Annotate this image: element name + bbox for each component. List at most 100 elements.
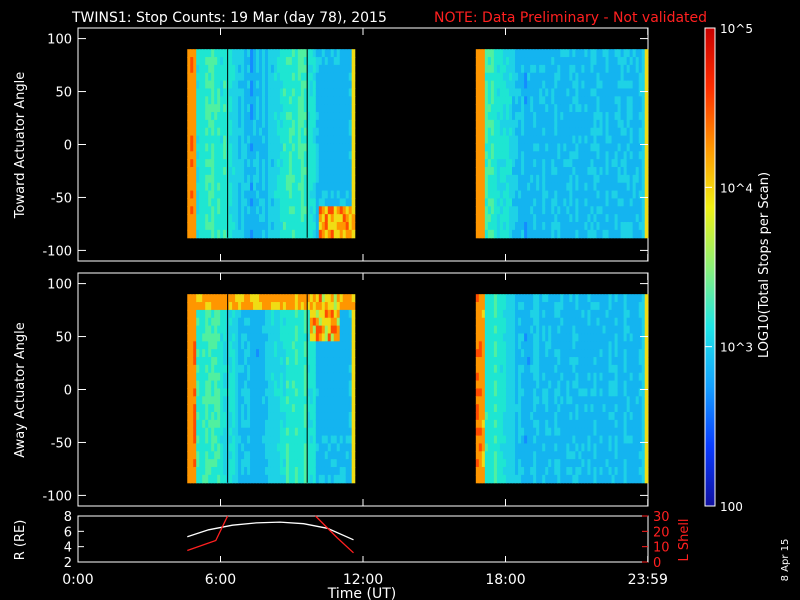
heatmap-cell: [259, 427, 263, 437]
heatmap-cell: [563, 309, 567, 319]
heatmap-cell: [211, 451, 215, 460]
heatmap-cell: [324, 396, 329, 405]
heatmap-cell: [620, 80, 625, 90]
heatmap-cell: [264, 302, 269, 311]
heatmap-cell: [333, 325, 338, 335]
heatmap-cell: [545, 474, 549, 484]
heatmap-cell: [211, 412, 215, 421]
heatmap-cell: [581, 135, 586, 145]
heatmap-cell: [297, 119, 302, 129]
heatmap-cell: [235, 427, 239, 437]
heatmap-cell: [487, 214, 492, 223]
heatmap-cell: [270, 443, 275, 452]
heatmap-cell: [536, 167, 540, 176]
heatmap-cell: [635, 206, 640, 215]
heatmap-cell: [190, 64, 194, 74]
heatmap-cell: [318, 396, 323, 405]
heatmap-cell: [512, 302, 516, 311]
heatmap-cell: [490, 206, 495, 215]
heatmap-cell: [572, 221, 576, 231]
heatmap-cell: [315, 151, 320, 160]
heatmap-cell: [220, 112, 224, 121]
heatmap-cell: [560, 404, 564, 413]
heatmap-cell: [638, 159, 643, 168]
heatmap-cell: [508, 221, 513, 231]
heatmap-cell: [548, 466, 552, 476]
heatmap-cell: [264, 57, 269, 66]
heatmap-cell: [518, 451, 522, 460]
heatmap-cell: [190, 451, 194, 460]
heatmap-cell: [351, 459, 356, 468]
heatmap-cell: [545, 396, 549, 405]
heatmap-cell: [288, 325, 293, 335]
heatmap-cell: [324, 221, 329, 231]
heatmap-cell: [605, 229, 610, 239]
heatmap-cell: [593, 159, 598, 168]
heatmap-cell: [508, 167, 513, 176]
heatmap-cell: [623, 229, 628, 239]
heatmap-cell: [348, 49, 353, 58]
heatmap-cell: [288, 198, 293, 207]
heatmap-cell: [339, 404, 344, 413]
heatmap-cell: [300, 127, 305, 137]
heatmap-cell: [232, 325, 236, 335]
heatmap-cell: [294, 80, 299, 90]
heatmap-cell: [238, 190, 242, 200]
heatmap-cell: [333, 135, 338, 145]
heatmap-cell: [217, 474, 221, 484]
heatmap-cell: [256, 419, 260, 429]
heatmap-cell: [315, 404, 320, 413]
heatmap-cell: [276, 49, 281, 58]
heatmap-cell: [345, 64, 350, 74]
heatmap-cell: [208, 174, 212, 184]
heatmap-cell: [211, 49, 215, 58]
heatmap-cell: [199, 341, 203, 350]
heatmap-cell: [490, 112, 495, 121]
heatmap-cell: [475, 302, 480, 311]
heatmap-cell: [584, 167, 589, 176]
heatmap-cell: [282, 143, 287, 152]
heatmap-cell: [256, 317, 260, 327]
heatmap-cell: [250, 302, 254, 311]
heatmap-cell: [548, 159, 552, 168]
heatmap-cell: [303, 459, 308, 468]
heatmap-cell: [339, 427, 344, 437]
heatmap-cell: [294, 104, 299, 113]
heatmap-cell: [220, 119, 224, 129]
heatmap-cell: [581, 49, 586, 58]
heatmap-cell: [264, 349, 269, 358]
heatmap-cell: [593, 49, 598, 58]
heatmap-cell: [276, 325, 281, 335]
heatmap-cell: [536, 119, 540, 129]
heatmap-cell: [614, 49, 619, 58]
heatmap-cell: [614, 182, 619, 192]
heatmap-cell: [187, 349, 191, 358]
heatmap-cell: [548, 380, 552, 390]
heatmap-cell: [530, 159, 534, 168]
heatmap-cell: [542, 159, 546, 168]
heatmap-cell: [548, 174, 552, 184]
heatmap-cell: [223, 119, 227, 129]
heatmap-cell: [309, 412, 314, 421]
heatmap-cell: [496, 419, 501, 429]
heatmap-cell: [223, 451, 227, 460]
heatmap-cell: [569, 364, 573, 374]
heatmap-cell: [539, 466, 543, 476]
heatmap-cell: [187, 404, 191, 413]
heatmap-cell: [590, 49, 595, 58]
heatmap-cell: [211, 357, 215, 366]
heatmap-cell: [623, 206, 628, 215]
heatmap-cell: [499, 466, 504, 476]
heatmap-cell: [279, 119, 284, 129]
heatmap-cell: [336, 127, 341, 137]
heatmap-cell: [542, 349, 546, 358]
heatmap-cell: [267, 119, 272, 129]
heatmap-cell: [324, 341, 329, 350]
heatmap-cell: [190, 96, 194, 105]
heatmap-cell: [199, 80, 203, 90]
heatmap-cell: [569, 182, 573, 192]
heatmap-cell: [214, 214, 218, 223]
heatmap-cell: [250, 364, 254, 374]
heatmap-cell: [575, 317, 579, 327]
